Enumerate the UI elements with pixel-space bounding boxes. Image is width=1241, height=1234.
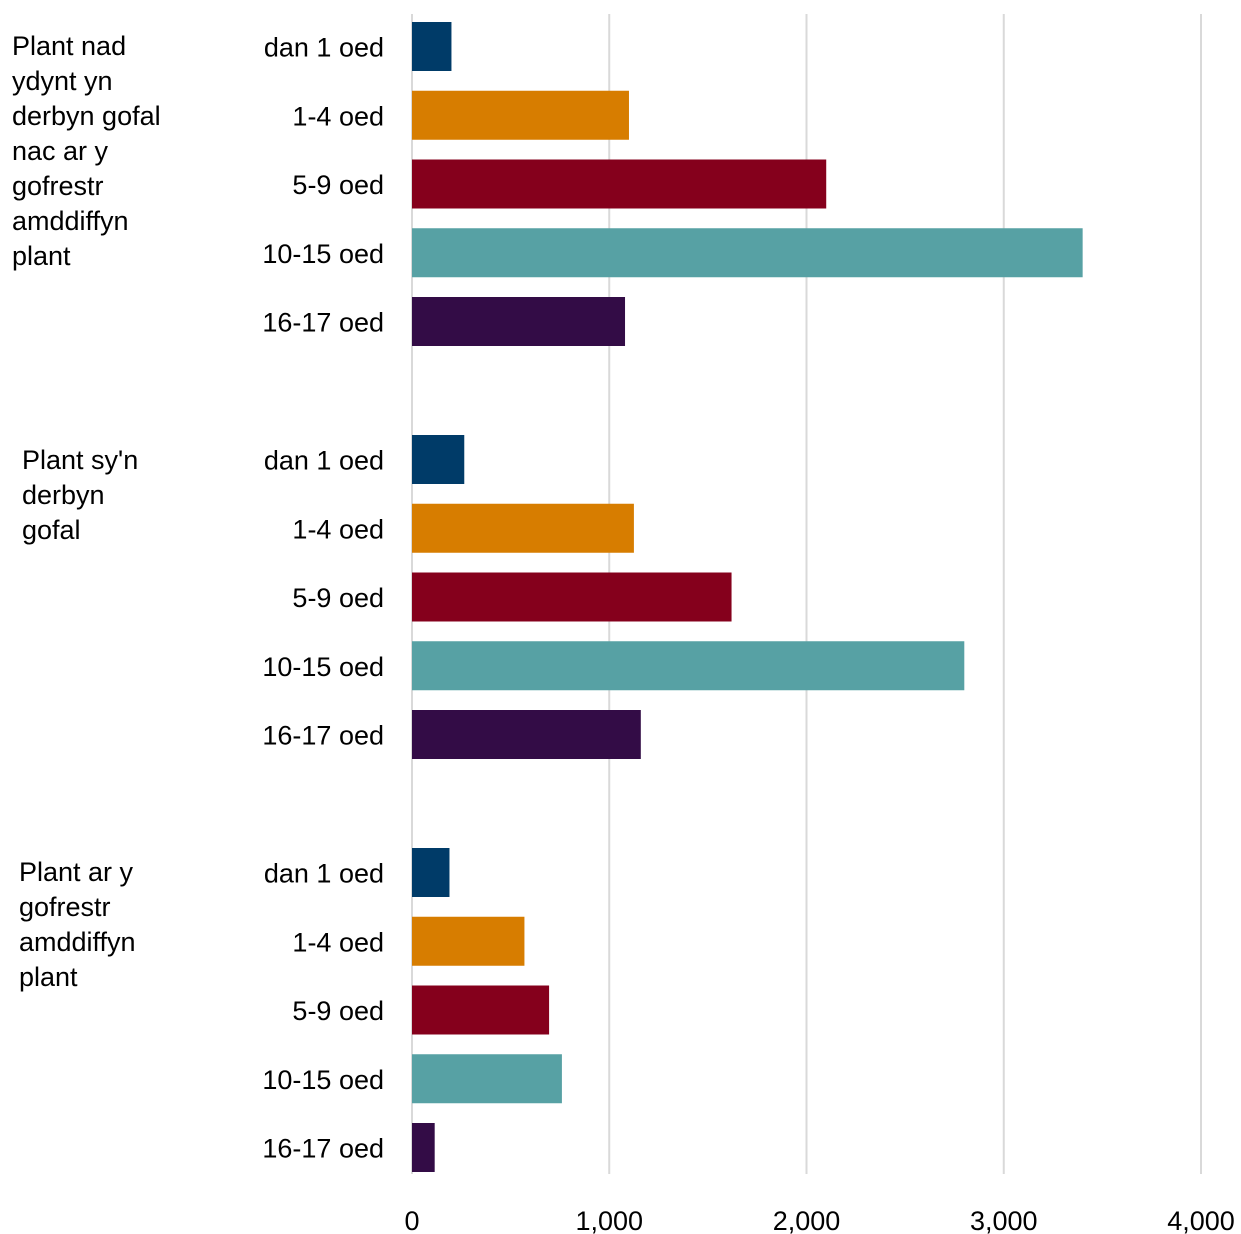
bar	[412, 90, 629, 140]
category-label: 5-9 oed	[292, 170, 384, 200]
bar	[412, 641, 965, 691]
category-label: 16-17 oed	[262, 721, 384, 751]
category-label: 1-4 oed	[292, 927, 384, 957]
bar	[412, 985, 550, 1035]
bar	[412, 572, 732, 622]
x-axis-tick-labels: 0 1,000 2,000 3,000 4,000	[404, 1206, 1234, 1234]
category-label: 1-4 oed	[292, 101, 384, 131]
category-label: 5-9 oed	[292, 583, 384, 613]
bar	[412, 848, 450, 897]
category-label: 16-17 oed	[262, 308, 384, 338]
category-label: 10-15 oed	[262, 652, 384, 682]
category-label: dan 1 oed	[264, 859, 384, 889]
x-tick-label: 4,000	[1167, 1206, 1235, 1234]
bar	[412, 297, 626, 346]
group-label-child-protection-register: Plant ar y gofrestr amddiffyn plant	[19, 857, 136, 992]
category-label: 5-9 oed	[292, 996, 384, 1026]
category-labels: dan 1 oed 1-4 oed 5-9 oed 10-15 oed 16-17 oe…	[262, 33, 384, 1164]
category-label: 1-4 oed	[292, 514, 384, 544]
group-label-looked-after: Plant sy'n derbyn gofal	[22, 445, 139, 545]
bar	[412, 1054, 562, 1104]
category-label: 16-17 oed	[262, 1134, 384, 1164]
bar	[412, 916, 525, 966]
bar	[412, 1123, 435, 1172]
bar	[412, 710, 641, 759]
category-label: dan 1 oed	[264, 446, 384, 476]
group-label-not-looked-after: Plant nad ydynt yn derbyn gofal nac ar y…	[12, 31, 161, 271]
bar	[412, 22, 452, 71]
x-tick-label: 3,000	[970, 1206, 1038, 1234]
bar	[412, 435, 465, 484]
x-tick-label: 1,000	[575, 1206, 643, 1234]
bars	[412, 22, 1083, 1172]
category-label: 10-15 oed	[262, 1065, 384, 1095]
category-label: dan 1 oed	[264, 33, 384, 63]
bar	[412, 159, 827, 209]
x-tick-label: 2,000	[773, 1206, 841, 1234]
category-label: 10-15 oed	[262, 239, 384, 269]
bar	[412, 228, 1083, 278]
x-tick-label: 0	[404, 1206, 419, 1234]
bar	[412, 503, 634, 553]
